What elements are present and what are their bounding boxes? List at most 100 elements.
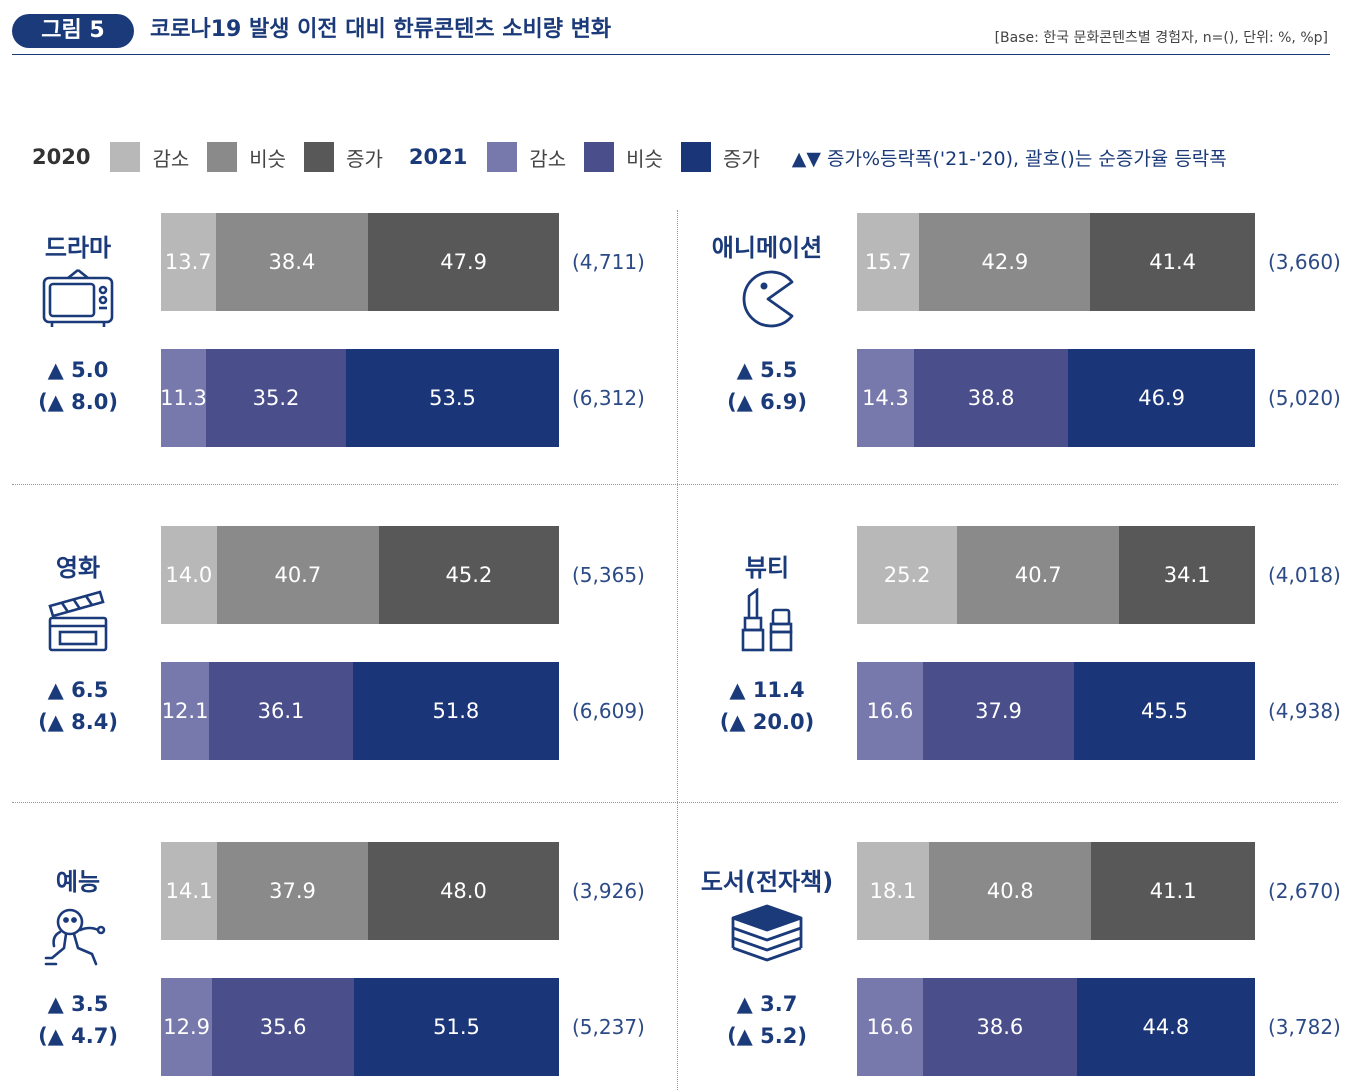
bar-books-2020: 18.1 40.8 41.1 xyxy=(857,842,1255,940)
segment-increase: 45.5 xyxy=(1073,662,1255,760)
bar-movie-2021: 12.1 36.1 51.8 xyxy=(161,662,559,760)
bar-beauty-2021: 16.6 37.9 45.5 xyxy=(857,662,1255,760)
segment-increase: 48.0 xyxy=(367,842,559,940)
delta-increase: ▲ 3.5 xyxy=(47,992,109,1016)
segment-similar: 40.8 xyxy=(929,842,1092,940)
tv-icon xyxy=(0,268,158,340)
category-name: 영화 xyxy=(55,554,101,582)
segment-similar: 38.8 xyxy=(913,349,1069,447)
segment-increase: 51.8 xyxy=(352,662,559,760)
bar-variety-2021: 12.9 35.6 51.5 xyxy=(161,978,559,1076)
segment-increase: 47.9 xyxy=(368,213,559,311)
legend-label-2021-similar: 비슷 xyxy=(626,146,663,171)
delta-net-increase: (▲ 6.9) xyxy=(727,390,807,414)
segment-similar: 38.6 xyxy=(923,978,1077,1076)
books-icon xyxy=(687,902,847,974)
segment-increase: 51.5 xyxy=(354,978,559,1076)
bar-movie-2020: 14.0 40.7 45.2 xyxy=(161,526,559,624)
delta-net-increase: (▲ 8.4) xyxy=(38,710,118,734)
sample-size-2021: (5,020) xyxy=(1268,386,1341,410)
bar-drama-2020: 13.7 38.4 47.9 xyxy=(161,213,559,311)
delta-net-increase: (▲ 8.0) xyxy=(38,390,118,414)
pacman-icon xyxy=(687,268,847,340)
sample-size-2020: (3,926) xyxy=(572,879,645,903)
category-drama: 드라마 ▲ 5.0 (▲ 8.0) xyxy=(0,232,158,418)
cosmetics-icon xyxy=(687,587,847,660)
segment-similar: 42.9 xyxy=(919,213,1091,311)
segment-increase: 44.8 xyxy=(1076,978,1255,1076)
segment-decrease: 11.3 xyxy=(161,349,206,447)
bar-drama-2021: 11.3 35.2 53.5 xyxy=(161,349,559,447)
category-name: 드라마 xyxy=(44,234,112,262)
bar-beauty-2020: 25.2 40.7 34.1 xyxy=(857,526,1255,624)
figure-title: 코로나19 발생 이전 대비 한류콘텐츠 소비량 변화 xyxy=(150,17,612,42)
legend-label-2020-similar: 비슷 xyxy=(249,146,287,171)
bar-books-2021: 16.6 38.6 44.8 xyxy=(857,978,1255,1076)
legend-swatch-2020-increase xyxy=(304,142,335,172)
segment-similar: 35.2 xyxy=(205,349,347,447)
legend-year-2020: 2020 xyxy=(32,145,91,169)
bar-animation-2021: 14.3 38.8 46.9 xyxy=(857,349,1255,447)
segment-decrease: 14.1 xyxy=(161,842,218,940)
dancing-person-icon xyxy=(0,902,158,974)
segment-similar: 38.4 xyxy=(215,213,369,311)
segment-decrease: 16.6 xyxy=(857,978,924,1076)
figure-header: 그림 5 코로나19 발생 이전 대비 한류콘텐츠 소비량 변화 [Base: … xyxy=(0,0,1354,56)
sample-size-2021: (3,782) xyxy=(1268,1015,1341,1039)
segment-similar: 37.9 xyxy=(217,842,368,940)
delta-increase: ▲ 11.4 xyxy=(729,678,805,702)
segment-decrease: 15.7 xyxy=(857,213,920,311)
sample-size-2020: (5,365) xyxy=(572,563,645,587)
segment-decrease: 14.3 xyxy=(857,349,914,447)
sample-size-2021: (4,938) xyxy=(1268,699,1341,723)
legend-swatch-2020-decrease xyxy=(110,142,141,172)
panel-divider-row2 xyxy=(12,802,1338,803)
segment-decrease: 18.1 xyxy=(857,842,930,940)
sample-size-2020: (2,670) xyxy=(1268,879,1341,903)
delta-increase: ▲ 3.7 xyxy=(736,992,798,1016)
delta-increase: ▲ 5.0 xyxy=(47,358,109,382)
segment-decrease: 12.1 xyxy=(161,662,210,760)
legend-label-2020-decrease: 감소 xyxy=(152,146,190,171)
sample-size-2020: (4,018) xyxy=(1268,563,1341,587)
category-name: 애니메이션 xyxy=(711,234,823,262)
panel-divider-row1 xyxy=(12,484,1338,485)
category-name: 뷰티 xyxy=(744,554,790,582)
delta-net-increase: (▲ 20.0) xyxy=(719,710,815,734)
category-name: 도서(전자책) xyxy=(700,868,834,896)
sample-size-2021: (6,312) xyxy=(572,386,645,410)
segment-decrease: 14.0 xyxy=(161,526,217,624)
panel-divider-vertical xyxy=(677,210,678,1090)
segment-increase: 53.5 xyxy=(346,349,559,447)
bar-variety-2020: 14.1 37.9 48.0 xyxy=(161,842,559,940)
delta-increase: ▲ 5.5 xyxy=(736,358,798,382)
sample-size-2021: (6,609) xyxy=(572,699,645,723)
legend-year-2021: 2021 xyxy=(408,145,468,169)
segment-decrease: 13.7 xyxy=(161,213,216,311)
segment-decrease: 16.6 xyxy=(857,662,924,760)
bar-animation-2020: 15.7 42.9 41.4 xyxy=(857,213,1255,311)
delta-net-increase: (▲ 5.2) xyxy=(727,1024,807,1048)
segment-similar: 40.7 xyxy=(216,526,379,624)
category-name: 예능 xyxy=(55,868,101,896)
delta-increase: ▲ 6.5 xyxy=(47,678,109,702)
legend-label-2021-decrease: 감소 xyxy=(529,146,567,171)
sample-size-2020: (3,660) xyxy=(1268,250,1341,274)
legend-swatch-2021-increase xyxy=(680,142,711,172)
segment-decrease: 12.9 xyxy=(161,978,213,1076)
category-animation: 애니메이션 ▲ 5.5 (▲ 6.9) xyxy=(687,232,847,418)
category-books: 도서(전자책) ▲ 3.7 (▲ 5.2) xyxy=(687,866,847,1052)
category-movie: 영화 ▲ 6.5 (▲ 8.4) xyxy=(0,552,158,738)
legend-swatch-2021-similar xyxy=(584,142,615,172)
legend: 2020 감소 비슷 증가 2021 감소 비슷 증가 ▲▼ 증가%등락폭('2… xyxy=(32,140,1227,174)
clapperboard-icon xyxy=(0,588,158,660)
segment-increase: 46.9 xyxy=(1068,349,1255,447)
legend-label-2020-increase: 증가 xyxy=(346,146,383,171)
segment-increase: 41.4 xyxy=(1090,213,1255,311)
header-rule xyxy=(12,54,1330,55)
segment-similar: 37.9 xyxy=(923,662,1074,760)
category-beauty: 뷰티 ▲ 11.4 (▲ 20.0) xyxy=(687,552,847,738)
segment-increase: 45.2 xyxy=(378,526,559,624)
legend-swatch-2020-similar xyxy=(207,142,238,172)
legend-note: ▲▼ 증가%등락폭('21-'20), 괄호()는 순증가율 등락폭 xyxy=(791,147,1227,170)
